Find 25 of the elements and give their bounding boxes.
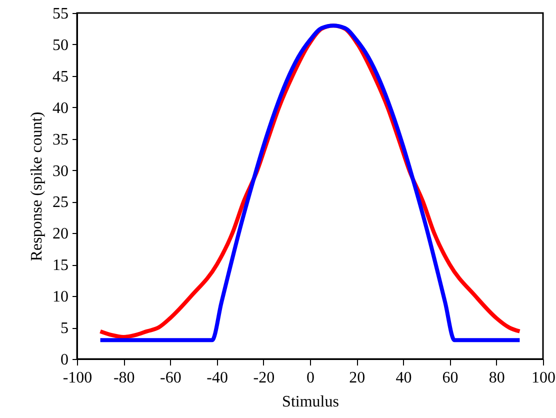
- y-tick-label: 45: [52, 68, 68, 86]
- y-tick-label: 10: [52, 288, 68, 306]
- y-tick-label: 0: [60, 352, 68, 368]
- y-tick-label: 30: [52, 162, 68, 180]
- y-axis-title: Response (spike count): [28, 112, 46, 262]
- x-axis-title: Stimulus: [282, 394, 339, 410]
- x-tick-label: 60: [442, 370, 458, 386]
- y-tick-label: 50: [52, 36, 68, 54]
- x-tick-label: -20: [253, 370, 275, 386]
- x-tick-label: 20: [349, 370, 366, 386]
- x-tick-label: -100: [62, 370, 92, 386]
- x-tick-label: -60: [160, 370, 182, 386]
- y-tick-label: 15: [52, 257, 68, 274]
- y-tick-label: 35: [52, 131, 68, 148]
- y-tick-label: 20: [52, 226, 68, 243]
- y-tick-label: 5: [60, 320, 68, 338]
- y-tick-label: 55: [52, 6, 68, 22]
- x-tick-label: 40: [396, 370, 412, 386]
- y-tick-label: 25: [52, 194, 68, 212]
- x-tick-label: -40: [206, 370, 228, 386]
- x-tick-label: 80: [488, 370, 505, 386]
- x-tick-label: 0: [306, 370, 314, 386]
- x-tick-label: -80: [113, 370, 135, 386]
- x-tick-label: 100: [532, 370, 556, 386]
- y-tick-label: 40: [52, 100, 68, 117]
